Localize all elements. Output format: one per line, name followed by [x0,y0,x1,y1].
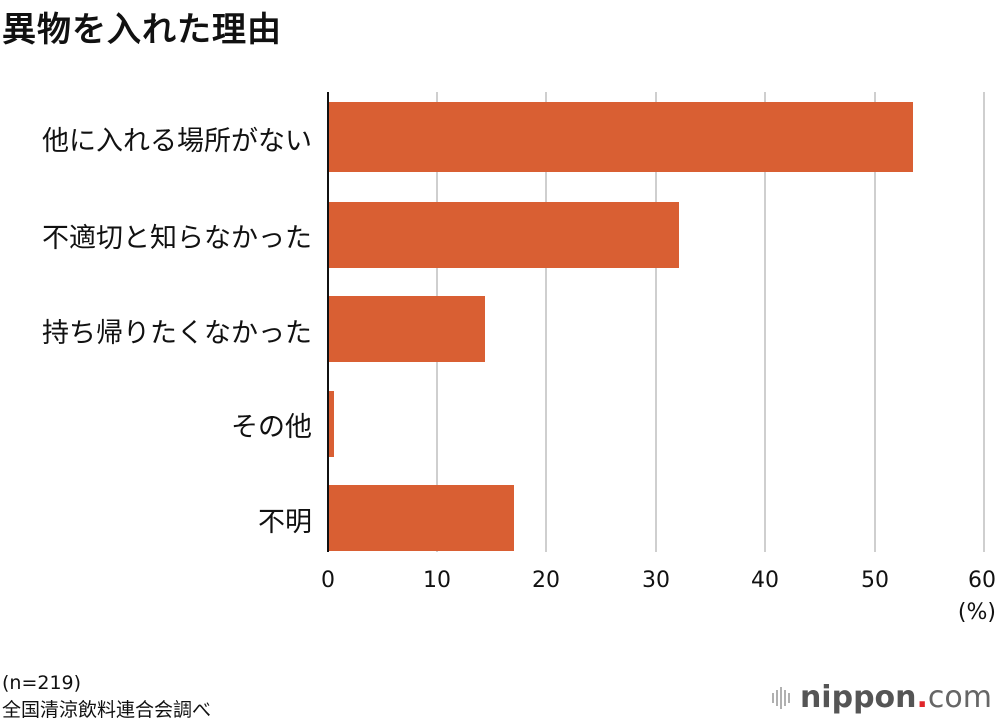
source-note: 全国清涼飲料連合会調べ [2,699,212,721]
bar-3 [329,391,335,457]
category-label: 不明 [258,507,312,538]
gridline-60 [983,92,985,552]
x-tick-label: 40 [751,568,779,593]
x-axis-unit: (%) [957,600,996,625]
category-label: 不適切と知らなかった [42,223,312,254]
x-tick-label: 0 [321,568,335,593]
gridline-50 [874,92,876,552]
bar-4 [329,485,514,551]
category-label: 持ち帰りたくなかった [42,318,312,349]
logo-tld: com [927,680,992,715]
y-axis-line [327,92,329,552]
category-label: 他に入れる場所がない [42,126,312,157]
sample-size-note: (n=219) [2,672,82,694]
x-tick-label: 20 [532,568,560,593]
x-tick-label: 50 [861,568,889,593]
bar-1 [329,202,679,268]
gridline-30 [655,92,657,552]
plot-area [327,92,988,552]
sound-wave-icon [771,686,790,709]
gridline-20 [545,92,547,552]
x-tick-label: 30 [642,568,670,593]
logo-dot: . [916,680,928,715]
nippon-com-logo: nippon. com [771,680,992,715]
bar-2 [329,296,486,362]
gridline-40 [764,92,766,552]
x-tick-label: 10 [423,568,451,593]
logo-brand: nippon [799,680,917,715]
category-label: その他 [231,412,312,443]
chart-title: 異物を入れた理由 [2,10,282,50]
x-tick-label: 60 [968,568,996,593]
bar-0 [329,102,913,172]
